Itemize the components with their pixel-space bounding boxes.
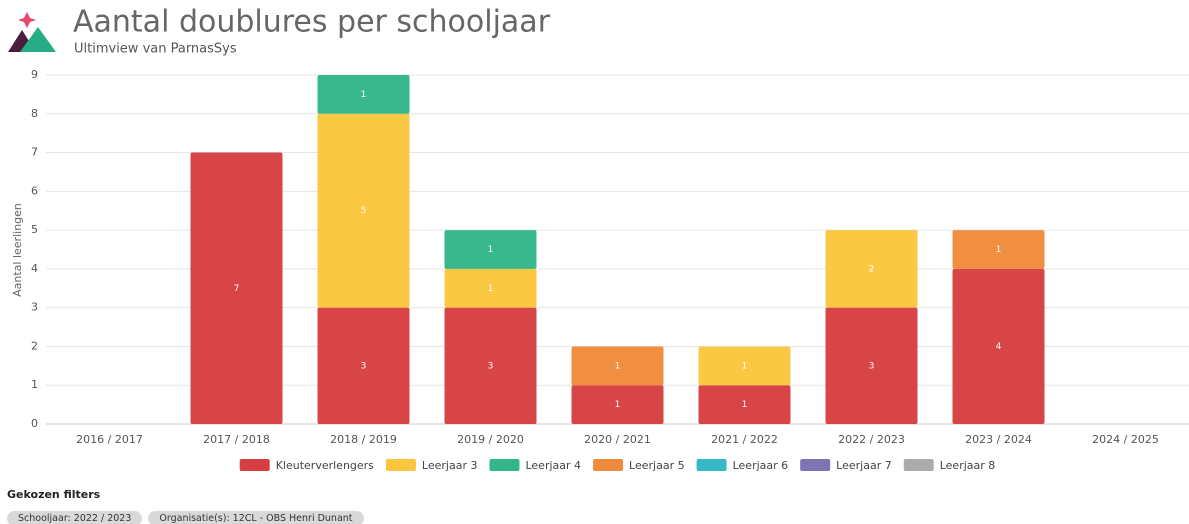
bar-segment xyxy=(317,113,410,308)
legend-label: Leerjaar 7 xyxy=(836,459,892,472)
legend-label: Leerjaar 4 xyxy=(525,459,581,472)
x-tick-label: 2018 / 2019 xyxy=(330,433,397,446)
y-tick-label: 6 xyxy=(31,184,38,197)
logo xyxy=(8,12,56,52)
legend-label: Leerjaar 3 xyxy=(422,459,478,472)
bar-segment xyxy=(444,230,537,269)
y-axis-label: Aantal leerlingen xyxy=(11,203,24,297)
data-label: 7 xyxy=(234,284,240,294)
legend-label: Leerjaar 6 xyxy=(733,459,789,472)
bar-segment xyxy=(698,385,791,424)
legend-swatch xyxy=(593,459,624,471)
bar-segment xyxy=(952,268,1045,424)
legend-swatch xyxy=(696,459,727,471)
data-label: 1 xyxy=(742,400,748,410)
data-label: 1 xyxy=(742,361,748,371)
legend-swatch xyxy=(800,459,831,471)
chart-subtitle: Ultimview van ParnasSys xyxy=(74,42,237,57)
bar-segment xyxy=(825,307,918,424)
legend-label: Leerjaar 8 xyxy=(940,459,996,472)
x-tick-label: 2017 / 2018 xyxy=(203,433,270,446)
legend-label: Leerjaar 5 xyxy=(629,459,685,472)
y-tick-label: 9 xyxy=(31,68,38,81)
data-label: 3 xyxy=(488,361,494,371)
x-tick-label: 2024 / 2025 xyxy=(1092,433,1159,446)
y-tick-label: 1 xyxy=(31,378,38,391)
data-label: 1 xyxy=(615,361,621,371)
y-tick-label: 7 xyxy=(31,146,38,159)
filter-chip[interactable]: Schooljaar: 2022 / 2023 xyxy=(7,511,143,524)
data-label: 2 xyxy=(869,264,875,274)
bar-segment xyxy=(317,75,410,114)
chart-title: Aantal doublures per schooljaar xyxy=(73,5,551,40)
x-tick-label: 2022 / 2023 xyxy=(838,433,905,446)
legend-swatch xyxy=(903,459,934,471)
y-tick-label: 5 xyxy=(31,223,38,236)
legend-swatch xyxy=(489,459,520,471)
data-label: 1 xyxy=(996,245,1002,255)
bar-segment xyxy=(317,307,410,424)
data-label: 4 xyxy=(996,342,1002,352)
bar-segment xyxy=(190,152,283,425)
y-tick-label: 4 xyxy=(31,262,38,275)
bar-segment xyxy=(571,346,664,386)
bar-segment xyxy=(825,230,918,308)
bar-segment xyxy=(444,268,537,308)
x-tick-label: 2020 / 2021 xyxy=(584,433,651,446)
x-tick-label: 2019 / 2020 xyxy=(457,433,524,446)
data-label: 1 xyxy=(488,284,494,294)
bar-segment xyxy=(952,230,1045,269)
bar-segment xyxy=(571,385,664,424)
legend-label: Kleuterverlengers xyxy=(276,459,374,472)
legend-swatch xyxy=(239,459,270,471)
x-tick-label: 2016 / 2017 xyxy=(76,433,143,446)
y-tick-label: 3 xyxy=(31,301,38,314)
filters-title: Gekozen filters xyxy=(7,488,101,501)
data-label: 1 xyxy=(488,245,494,255)
y-tick-label: 8 xyxy=(31,107,38,120)
y-tick-label: 2 xyxy=(31,339,38,352)
bar-segment xyxy=(698,346,791,386)
y-tick-label: 0 xyxy=(31,417,38,430)
data-label: 5 xyxy=(361,206,367,216)
chart: Aantal doublures per schooljaar Ultimvie… xyxy=(8,5,1189,472)
data-label: 1 xyxy=(361,90,367,100)
legend-swatch xyxy=(385,459,416,471)
data-label: 1 xyxy=(615,400,621,410)
x-tick-label: 2023 / 2024 xyxy=(965,433,1032,446)
data-label: 3 xyxy=(869,361,875,371)
filter-chip[interactable]: Organisatie(s): 12CL - OBS Henri Dunant xyxy=(148,511,364,524)
filters: Gekozen filters Schooljaar: 2022 / 2023 O… xyxy=(7,488,370,524)
x-tick-label: 2021 / 2022 xyxy=(711,433,778,446)
bar-segment xyxy=(444,307,537,424)
data-label: 3 xyxy=(361,361,367,371)
